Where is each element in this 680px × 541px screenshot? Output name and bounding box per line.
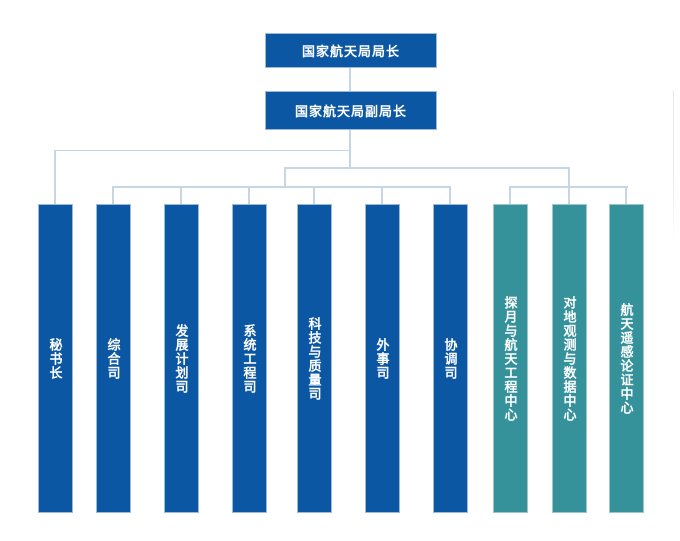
connector-drop-general-department xyxy=(112,186,114,204)
org-bar-general-department: 综合司 xyxy=(95,204,131,513)
connector-drop-remote-sensing-center xyxy=(625,186,627,204)
org-bar-label: 探月与航天工程中心 xyxy=(502,295,518,422)
connector-branch-secretary xyxy=(54,149,351,151)
connector-drop-secretary xyxy=(54,149,56,204)
org-bar-label: 外事司 xyxy=(374,337,390,380)
connector-rail-departments xyxy=(112,186,451,188)
org-bar-earth-observation-data-center: 对地观测与数据中心 xyxy=(551,204,587,513)
org-bar-coordination-department: 协调司 xyxy=(432,204,468,513)
connector-branch-main xyxy=(284,167,570,169)
org-bar-systems-engineering-department: 系统工程司 xyxy=(231,204,267,513)
connector-drop-science-tech-quality xyxy=(313,186,315,204)
org-bar-foreign-affairs-department: 外事司 xyxy=(364,204,400,513)
org-bar-label: 航天遥感论证中心 xyxy=(618,302,634,415)
connector-drop-development-planning xyxy=(180,186,182,204)
connector-root-to-deputy xyxy=(349,68,351,91)
connector-drop-foreign-affairs xyxy=(381,186,383,204)
org-node-administrator: 国家航天局局长 xyxy=(265,33,437,68)
connector-deputy-stem xyxy=(349,130,351,169)
org-bar-label: 发展计划司 xyxy=(173,323,189,394)
connector-main-left-elbow xyxy=(284,167,286,188)
connector-drop-lunar-exploration-center xyxy=(509,186,511,204)
org-bar-science-technology-quality-department: 科技与质量司 xyxy=(296,204,332,513)
connector-main-right-elbow xyxy=(568,167,570,204)
org-node-deputy-administrator: 国家航天局副局长 xyxy=(265,91,437,130)
right-edge-line xyxy=(673,90,674,240)
connector-drop-systems-engineering xyxy=(248,186,250,204)
org-bar-label: 协调司 xyxy=(442,337,458,380)
org-bar-label: 综合司 xyxy=(105,337,121,380)
org-bar-lunar-exploration-space-engineering-center: 探月与航天工程中心 xyxy=(492,204,528,513)
connector-drop-coordination xyxy=(449,186,451,204)
org-bar-label: 科技与质量司 xyxy=(306,316,322,401)
org-bar-development-planning-department: 发展计划司 xyxy=(163,204,199,513)
org-bar-secretary-general: 秘书长 xyxy=(37,204,73,513)
org-bar-label: 系统工程司 xyxy=(241,323,257,394)
org-bar-label: 对地观测与数据中心 xyxy=(561,295,577,422)
connector-rail-centers xyxy=(509,186,628,188)
org-bar-label: 秘书长 xyxy=(47,337,63,380)
org-bar-space-remote-sensing-demonstration-center: 航天遥感论证中心 xyxy=(608,204,644,513)
